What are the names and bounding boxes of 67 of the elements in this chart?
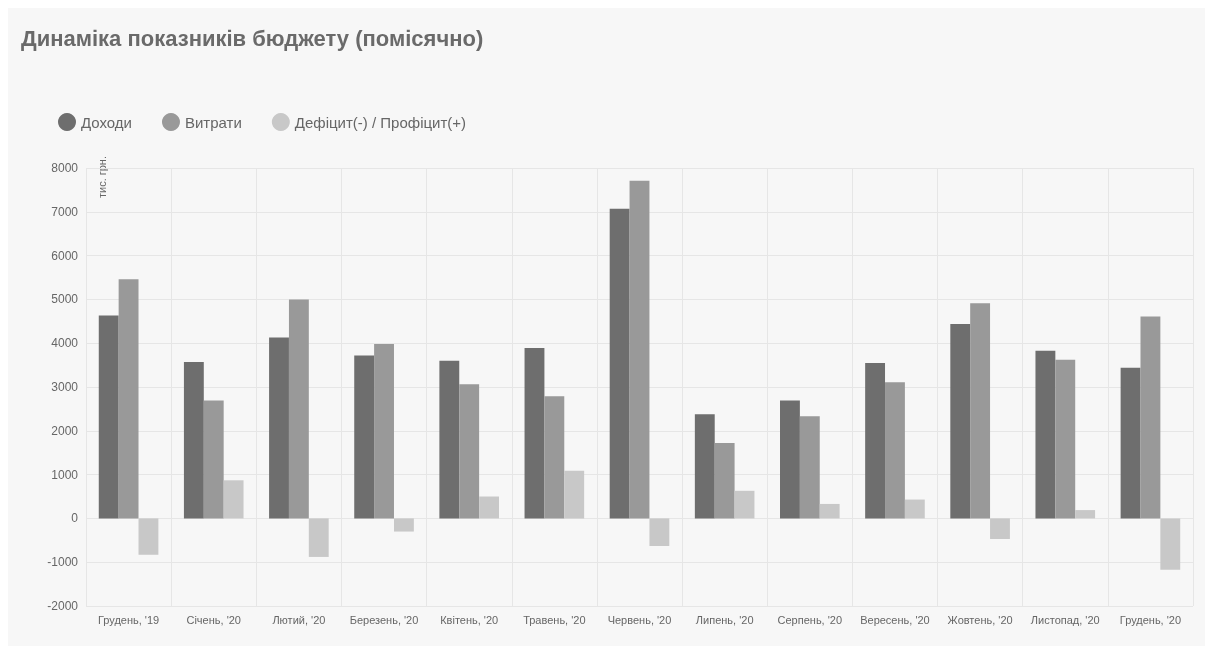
y-tick-label: 5000 <box>51 292 79 307</box>
bar <box>885 382 905 519</box>
x-tick-label: Грудень, '20 <box>1119 613 1182 626</box>
bar <box>544 396 565 519</box>
bar <box>118 279 139 519</box>
x-tick-label: Червень, '20 <box>607 613 672 626</box>
bar <box>629 180 650 519</box>
x-tick-label: Квітень, '20 <box>440 613 499 626</box>
bar <box>203 400 224 519</box>
bar <box>1140 316 1161 519</box>
y-tick-label: 2000 <box>51 423 79 438</box>
y-tick-label: 1000 <box>51 467 79 482</box>
legend-label: Доходи <box>81 113 132 131</box>
bar <box>1075 510 1096 519</box>
bar <box>950 323 971 519</box>
bar <box>183 362 204 519</box>
y-tick-label: -1000 <box>47 555 79 570</box>
bar <box>649 518 670 546</box>
bar <box>223 480 244 519</box>
bar <box>819 503 840 519</box>
chart-title: Динаміка показників бюджету (помісячно) <box>21 25 484 51</box>
y-tick-label: 0 <box>71 511 79 526</box>
x-tick-label: Травень, '20 <box>523 613 586 626</box>
bar <box>865 362 886 519</box>
bar <box>524 348 545 519</box>
x-tick-label: Вересень, '20 <box>860 613 930 626</box>
x-tick-label: Листопад, '20 <box>1030 613 1100 626</box>
bar <box>374 344 394 519</box>
legend-label: Витрати <box>184 113 242 131</box>
bar <box>138 518 159 555</box>
y-tick-label: 3000 <box>51 380 79 394</box>
bar <box>609 208 630 519</box>
bar <box>799 416 820 519</box>
y-tick-label: -2000 <box>47 599 79 613</box>
y-tick-label: 8000 <box>51 161 79 175</box>
x-tick-label: Грудень, '19 <box>97 613 160 626</box>
bar <box>439 360 460 519</box>
bar <box>1035 350 1056 519</box>
bar <box>904 499 925 519</box>
bar <box>714 443 735 519</box>
bar <box>734 490 755 519</box>
legend-label: Дефіцит(-) / Профіцит(+) <box>294 113 467 131</box>
bar <box>564 470 585 519</box>
y-tick-label: 6000 <box>51 248 79 263</box>
bar <box>308 518 329 557</box>
bar <box>479 496 499 519</box>
bar <box>98 315 119 519</box>
bar <box>354 355 375 519</box>
bar <box>990 518 1010 539</box>
bar <box>780 400 800 519</box>
y-tick-label: 7000 <box>51 204 79 219</box>
y-tick-label: 4000 <box>51 336 79 351</box>
bar <box>1120 367 1141 519</box>
x-tick-label: Серпень, '20 <box>777 613 843 626</box>
bar <box>694 414 715 519</box>
x-tick-label: Липень, '20 <box>695 613 754 626</box>
bar <box>1055 359 1076 519</box>
bar <box>1160 518 1181 570</box>
bar <box>970 303 991 519</box>
x-tick-label: Січень, '20 <box>186 613 241 626</box>
x-tick-label: Лютий, '20 <box>272 613 326 626</box>
x-tick-label: Березень, '20 <box>349 613 419 626</box>
x-tick-label: Жовтень, '20 <box>947 613 1013 626</box>
bar <box>288 299 309 519</box>
bar <box>393 518 414 532</box>
bar <box>459 384 480 519</box>
bar <box>269 337 289 519</box>
